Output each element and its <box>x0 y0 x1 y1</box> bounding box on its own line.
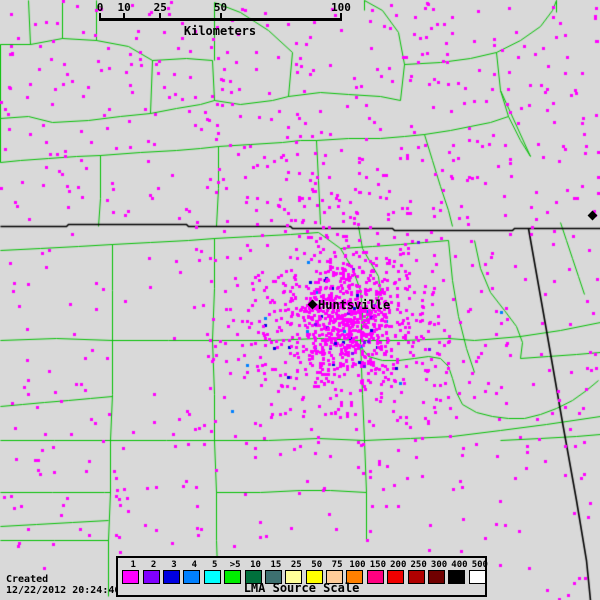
legend-label-3: 3 <box>171 560 177 570</box>
legend-swatch-500: 500 <box>468 560 488 584</box>
legend-swatch-50: 50 <box>305 560 323 584</box>
legend-entry-10[interactable]: 10 <box>243 560 262 584</box>
legend-entry-1[interactable]: 1 <box>121 560 140 584</box>
legend-swatch-gt5: >5 <box>224 560 242 584</box>
legend-label-1: 1 <box>130 560 136 570</box>
legend-swatch-15: 15 <box>264 560 282 584</box>
legend-label-5: 5 <box>212 560 218 570</box>
legend-swatch-2: 2 <box>142 560 160 584</box>
created-stamp: Created 12/22/2012 20:24:46 <box>6 574 120 596</box>
legend-entry-400[interactable]: 400 <box>447 560 468 584</box>
legend-entry-15[interactable]: 15 <box>264 560 283 584</box>
legend-label-gt5: >5 <box>229 560 241 570</box>
legend-swatch-400: 400 <box>448 560 468 584</box>
created-label: Created <box>6 574 49 585</box>
city-label-huntsville: Huntsville <box>318 298 391 312</box>
legend-entry-25[interactable]: 25 <box>284 560 303 584</box>
legend-entry-250[interactable]: 250 <box>406 560 427 584</box>
legend-swatch-250: 250 <box>407 560 427 584</box>
legend-swatch-150: 150 <box>366 560 386 584</box>
legend-label-25: 25 <box>290 560 302 570</box>
legend-swatch-100: 100 <box>346 560 366 584</box>
legend-swatch-3: 3 <box>162 560 180 584</box>
legend-entry-5[interactable]: 5 <box>203 560 222 584</box>
legend-swatch-75: 75 <box>326 560 344 584</box>
legend-entry-50[interactable]: 50 <box>305 560 324 584</box>
legend-entry-2[interactable]: 2 <box>141 560 160 584</box>
legend-entry-100[interactable]: 100 <box>345 560 366 584</box>
legend-entry-4[interactable]: 4 <box>182 560 201 584</box>
legend-label-2: 2 <box>150 560 157 570</box>
legend-label-75: 75 <box>331 560 343 570</box>
legend-swatch-10: 10 <box>244 560 262 584</box>
legend-label-50: 50 <box>311 560 323 570</box>
legend-label-4: 4 <box>191 560 198 570</box>
legend-entry-gt5[interactable]: >5 <box>223 560 242 584</box>
created-timestamp: 12/22/2012 20:24:46 <box>6 585 121 596</box>
legend-entry-200[interactable]: 200 <box>386 560 406 584</box>
legend-label-150: 150 <box>369 560 386 570</box>
legend-label-300: 300 <box>430 560 448 570</box>
legend-entry-3[interactable]: 3 <box>162 560 181 584</box>
legend-entry-500[interactable]: 500 <box>468 560 488 584</box>
legend-label-500: 500 <box>471 560 488 570</box>
legend-panel: 1 2 3 4 5 >5 10 15 25 50 75 100 150 200 250 300 400 500 L… <box>116 556 488 597</box>
legend-entry-150[interactable]: 150 <box>366 560 386 584</box>
legend-label-10: 10 <box>250 560 261 570</box>
legend-swatch-4: 4 <box>183 560 201 584</box>
legend-entry-75[interactable]: 75 <box>325 560 344 584</box>
legend-label-200: 200 <box>390 560 407 570</box>
legend-entry-300[interactable]: 300 <box>427 560 447 584</box>
legend-swatch-200: 200 <box>387 560 406 584</box>
legend-label-15: 15 <box>270 560 282 570</box>
legend-label-250: 250 <box>410 560 427 570</box>
legend-swatch-25: 25 <box>285 560 303 584</box>
legend-title: LMA Source Scale <box>243 581 360 595</box>
legend-label-100: 100 <box>349 560 366 570</box>
legend-swatch-1: 1 <box>122 560 140 584</box>
legend-label-400: 400 <box>451 560 468 570</box>
legend-swatch-5: 5 <box>203 560 221 584</box>
legend-swatch-300: 300 <box>428 560 447 584</box>
legend-swatch-row: 1 2 3 4 5 >5 10 15 25 50 75 100 150 200 250 300 400 500 <box>121 560 488 584</box>
